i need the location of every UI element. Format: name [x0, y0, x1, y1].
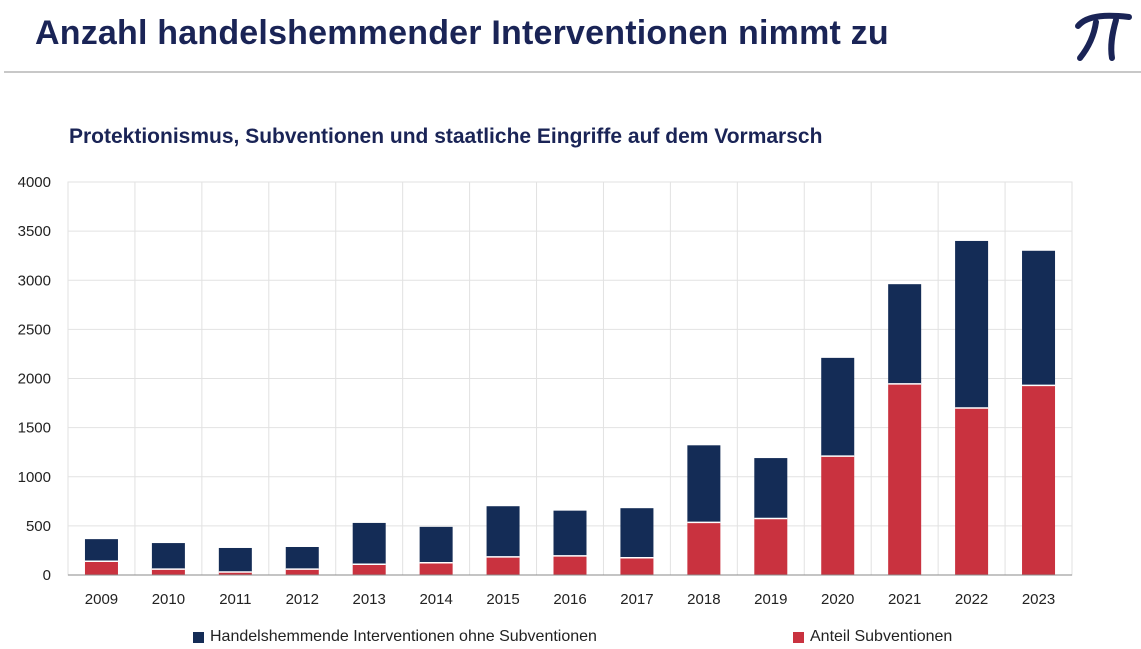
- x-tick-label: 2014: [419, 591, 452, 608]
- bar-segment-handelshemmend: [888, 284, 922, 384]
- legend-item-handelshemmend: Handelshemmende Interventionen ohne Subv…: [193, 628, 597, 646]
- bar-segment-handelshemmend: [821, 357, 855, 457]
- bar-segment-subventionen: [419, 562, 453, 575]
- bar-segment-subventionen: [218, 572, 252, 575]
- bar-segment-handelshemmend: [151, 543, 185, 570]
- bar-segment-subventionen: [821, 456, 855, 575]
- y-tick-label: 1500: [18, 420, 51, 437]
- bar-segment-handelshemmend: [419, 526, 453, 563]
- y-tick-label: 500: [26, 518, 51, 535]
- header-divider: [4, 71, 1141, 73]
- y-tick-label: 3000: [18, 272, 51, 289]
- bar-segment-handelshemmend: [754, 458, 788, 519]
- y-tick-label: 3500: [18, 223, 51, 240]
- x-tick-label: 2018: [687, 591, 720, 608]
- bar-segment-subventionen: [486, 556, 520, 575]
- bar-segment-handelshemmend: [486, 506, 520, 557]
- x-tick-label: 2012: [286, 591, 319, 608]
- y-tick-label: 4000: [18, 174, 51, 191]
- y-tick-label: 1000: [18, 469, 51, 486]
- bar-segment-handelshemmend: [620, 508, 654, 558]
- bar-segment-subventionen: [620, 557, 654, 575]
- x-tick-label: 2021: [888, 591, 921, 608]
- bar-segment-subventionen: [754, 518, 788, 575]
- bar-segment-subventionen: [955, 407, 989, 575]
- bar-segment-handelshemmend: [84, 539, 118, 562]
- bar-segment-subventionen: [553, 555, 587, 575]
- bar-segment-subventionen: [687, 522, 721, 575]
- legend-label-handelshemmend: Handelshemmende Interventionen ohne Subv…: [210, 628, 597, 645]
- legend-item-subventionen: Anteil Subventionen: [793, 628, 952, 646]
- x-tick-label: 2019: [754, 591, 787, 608]
- bar-segment-handelshemmend: [553, 510, 587, 556]
- bar-segment-handelshemmend: [285, 546, 319, 570]
- legend-swatch-handelshemmend: [193, 631, 204, 643]
- x-tick-label: 2015: [486, 591, 519, 608]
- logo-icon: [1075, 12, 1132, 61]
- y-tick-label: 2500: [18, 321, 51, 338]
- y-tick-label: 2000: [18, 371, 51, 388]
- x-tick-label: 2016: [553, 591, 586, 608]
- chart-title: Protektionismus, Subventionen und staatl…: [69, 125, 823, 148]
- bar-segment-subventionen: [888, 383, 922, 575]
- bar-segment-subventionen: [285, 569, 319, 575]
- y-tick-label: 0: [43, 567, 51, 584]
- legend-label-subventionen: Anteil Subventionen: [810, 628, 953, 645]
- bar-segment-handelshemmend: [352, 522, 386, 565]
- x-tick-label: 2010: [152, 591, 185, 608]
- page-title: Anzahl handelshemmender Interventionen n…: [35, 14, 889, 52]
- bar-segment-subventionen: [352, 564, 386, 575]
- x-tick-label: 2013: [353, 591, 386, 608]
- x-tick-label: 2020: [821, 591, 854, 608]
- bar-segment-handelshemmend: [955, 240, 989, 408]
- x-tick-label: 2022: [955, 591, 988, 608]
- bar-segment-handelshemmend: [687, 445, 721, 523]
- bar-segment-subventionen: [151, 569, 185, 575]
- bar-segment-subventionen: [1022, 385, 1056, 575]
- x-tick-label: 2011: [219, 591, 251, 608]
- bar-segment-handelshemmend: [218, 547, 252, 573]
- x-tick-label: 2009: [85, 591, 118, 608]
- bar-segment-handelshemmend: [1022, 250, 1056, 386]
- x-tick-label: 2017: [620, 591, 653, 608]
- x-tick-label: 2023: [1022, 591, 1055, 608]
- legend-swatch-subventionen: [793, 631, 804, 643]
- bar-segment-subventionen: [84, 561, 118, 575]
